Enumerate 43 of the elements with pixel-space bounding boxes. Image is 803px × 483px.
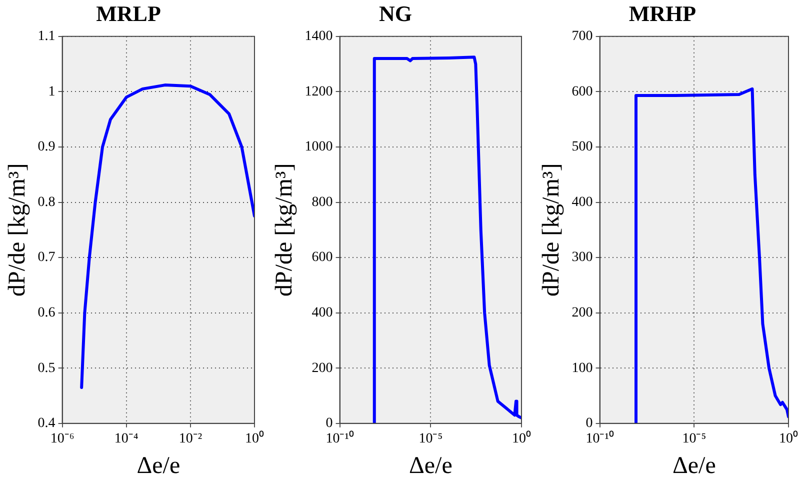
y-tick-label: 200 [312, 360, 333, 376]
y-tick-label: 0 [586, 416, 593, 432]
y-tick-label: 0.4 [38, 416, 56, 432]
chart-title: NG [379, 0, 412, 26]
x-tick-label: 10⁻⁴ [114, 431, 138, 446]
y-tick-label: 700 [572, 29, 593, 44]
y-axis-title: dP/de [kg/m³] [272, 163, 298, 296]
x-tick-label: 10⁰ [245, 430, 264, 446]
x-axis-title: Δe/e [136, 452, 180, 479]
y-axis-title: dP/de [kg/m³] [538, 163, 565, 296]
x-tick-label: 10⁻⁵ [682, 431, 706, 446]
y-tick-label: 0 [326, 416, 333, 432]
y-tick-label: 0.9 [38, 140, 56, 155]
x-tick-label: 10⁻⁶ [50, 431, 74, 446]
y-tick-label: 400 [572, 194, 593, 210]
y-tick-label: 300 [572, 250, 593, 266]
y-tick-label: 0.6 [38, 306, 56, 320]
y-tick-label: 500 [572, 140, 593, 155]
y-tick-label: 1000 [304, 140, 333, 155]
chart-title: MRLP [96, 0, 161, 26]
y-tick-label: 1 [48, 84, 56, 100]
y-tick-label: 100 [572, 360, 593, 376]
y-tick-label: 0.8 [38, 194, 56, 210]
x-axis-title: Δe/e [408, 452, 452, 479]
x-tick-label: 10⁻⁵ [418, 431, 443, 446]
y-tick-label: 600 [312, 250, 333, 266]
x-tick-label: 10⁻² [178, 431, 202, 446]
y-tick-label: 400 [312, 306, 333, 320]
y-axis-title: dP/de [kg/m³] [4, 163, 31, 296]
x-tick-label: 10⁻¹⁰ [326, 430, 354, 446]
y-tick-label: 200 [572, 306, 593, 320]
x-tick-label: 10⁻¹⁰ [586, 430, 614, 446]
y-tick-label: 0.7 [38, 250, 56, 266]
x-axis-title: Δe/e [672, 452, 716, 479]
x-tick-label: 10⁰ [779, 430, 798, 446]
y-tick-label: 800 [312, 194, 333, 210]
y-tick-label: 0.5 [38, 360, 56, 376]
y-tick-label: 1.1 [38, 29, 56, 44]
y-tick-label: 1400 [304, 29, 333, 44]
y-tick-label: 600 [572, 84, 593, 100]
x-tick-label: 10⁰ [512, 430, 531, 446]
y-tick-label: 1200 [304, 84, 333, 100]
chart-title: MRHP [628, 0, 696, 26]
